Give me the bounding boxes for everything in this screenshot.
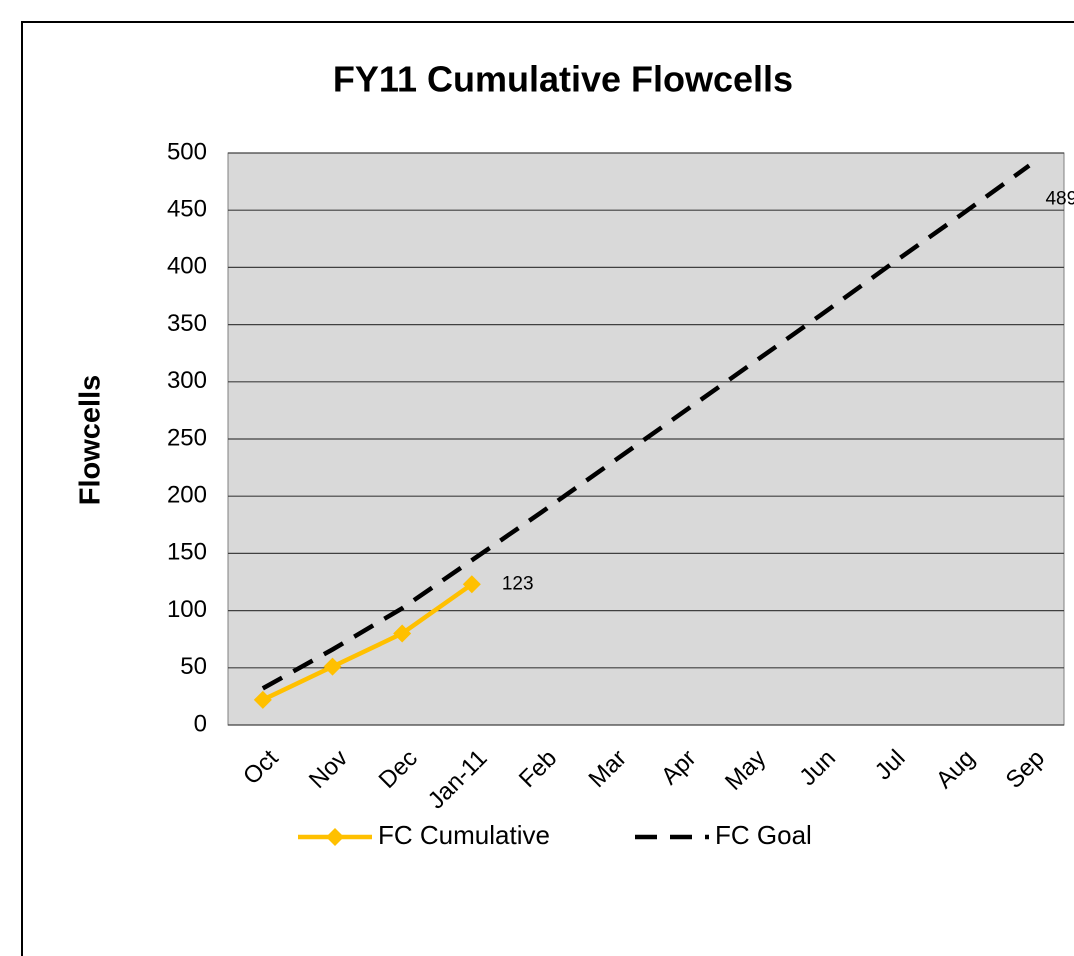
y-tick-label: 100 bbox=[167, 596, 207, 623]
marker bbox=[323, 657, 342, 676]
legend-marker bbox=[326, 828, 344, 846]
data-label: 123 bbox=[502, 573, 534, 594]
y-axis-label: Flowcells bbox=[75, 375, 107, 506]
marker bbox=[462, 575, 481, 594]
y-tick-label: 500 bbox=[167, 138, 207, 165]
series-line bbox=[261, 163, 1031, 691]
y-tick-label: 50 bbox=[180, 653, 207, 680]
y-tick-label: 450 bbox=[167, 196, 207, 223]
legend-label: FC Cumulative bbox=[378, 820, 550, 850]
y-tick-label: 0 bbox=[194, 710, 207, 737]
y-tick-label: 250 bbox=[167, 424, 207, 451]
legend-label: FC Goal bbox=[715, 820, 812, 850]
y-tick-label: 400 bbox=[167, 253, 207, 280]
marker bbox=[253, 690, 272, 709]
y-tick-label: 350 bbox=[167, 310, 207, 337]
series-line bbox=[261, 582, 474, 702]
y-tick-label: 300 bbox=[167, 367, 207, 394]
y-tick-label: 200 bbox=[167, 482, 207, 509]
marker bbox=[393, 624, 412, 643]
y-tick-label: 150 bbox=[167, 539, 207, 566]
chart-title: FY11 Cumulative Flowcells bbox=[333, 59, 793, 100]
data-label: 489 bbox=[1045, 189, 1074, 210]
